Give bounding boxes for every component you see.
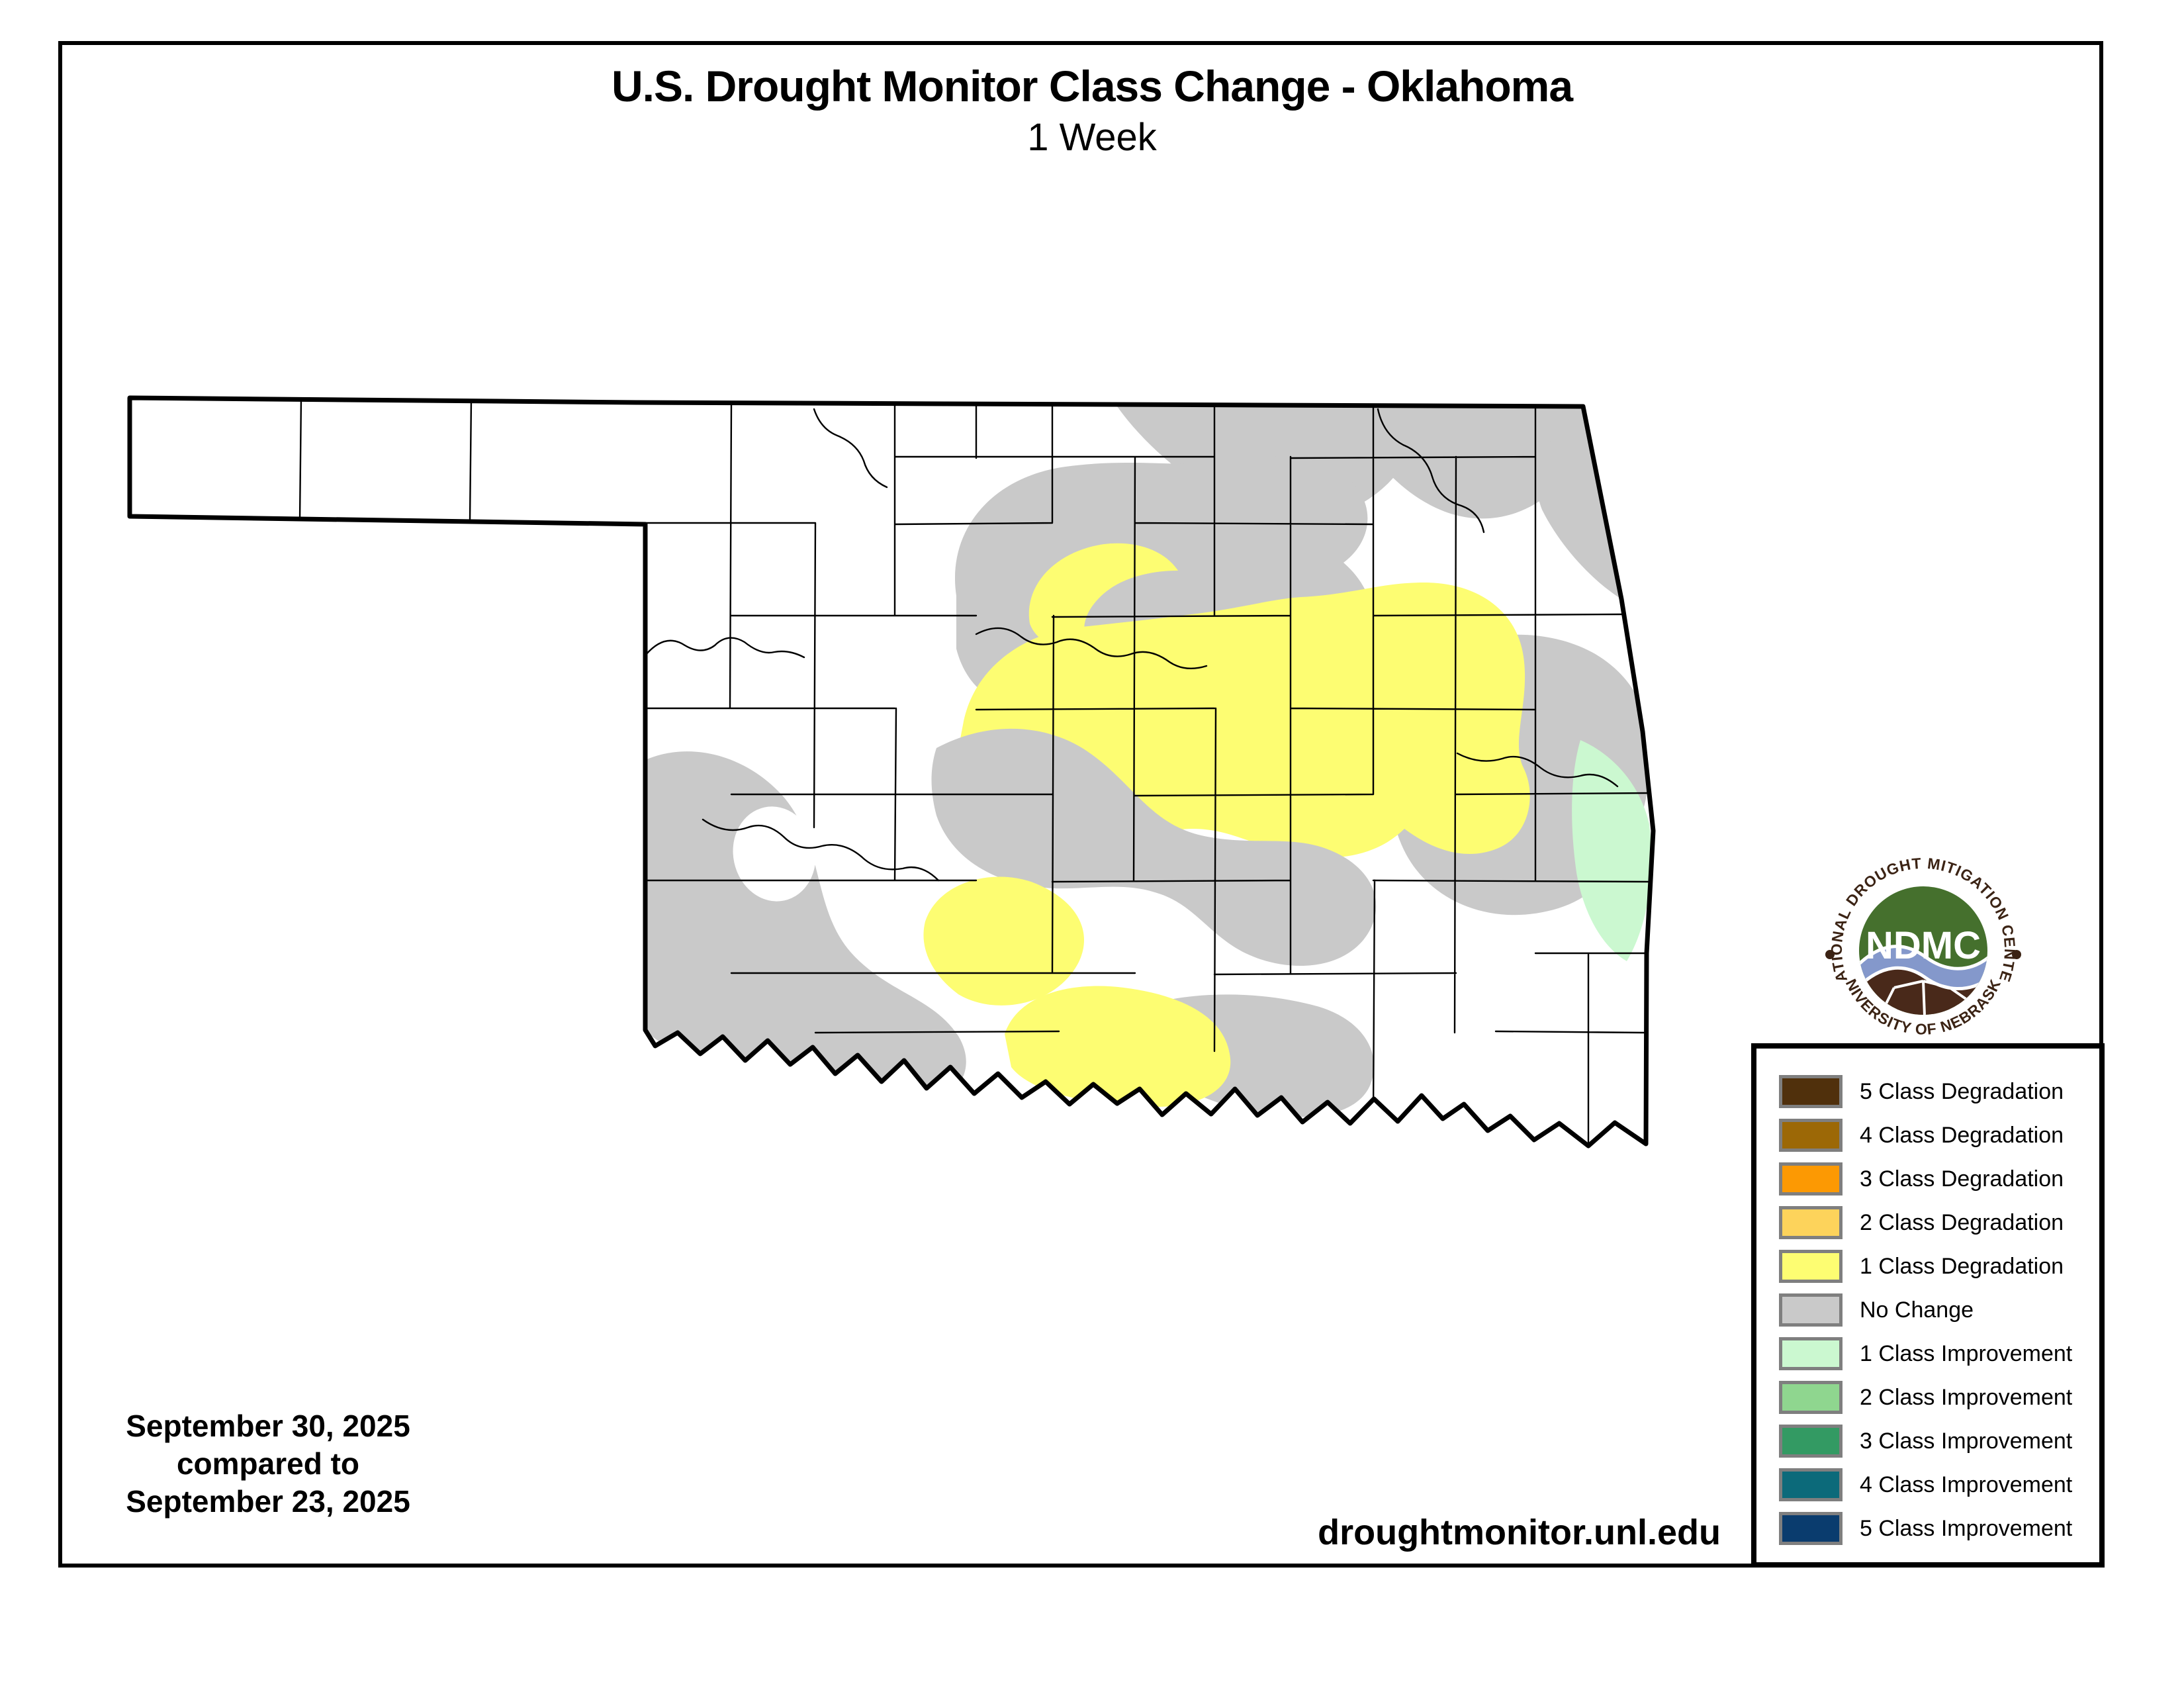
logo-left-dot	[1825, 950, 1835, 959]
legend-swatch	[1779, 1425, 1843, 1458]
date-comparison: September 30, 2025 compared to September…	[93, 1407, 443, 1521]
legend-label: 2 Class Improvement	[1860, 1384, 2073, 1410]
legend-label: 5 Class Improvement	[1860, 1515, 2073, 1541]
date-previous: September 23, 2025	[126, 1484, 410, 1519]
legend-label: 1 Class Degradation	[1860, 1253, 2064, 1279]
state-border	[127, 395, 1656, 1149]
legend-item: 5 Class Degradation	[1779, 1075, 2099, 1108]
logo-earth-cracks	[1880, 980, 1981, 1015]
date-compared-label: compared to	[176, 1446, 360, 1481]
legend-swatch	[1779, 1468, 1843, 1501]
legend-swatch	[1779, 1162, 1843, 1196]
legend: 5 Class Degradation 4 Class Degradation …	[1751, 1043, 2105, 1568]
legend-swatch	[1779, 1250, 1843, 1283]
legend-item: 4 Class Improvement	[1779, 1468, 2099, 1501]
legend-label: No Change	[1860, 1297, 1974, 1323]
legend-item: 2 Class Degradation	[1779, 1206, 2099, 1239]
logo-acronym: NDMC	[1866, 924, 1981, 967]
legend-swatch	[1779, 1512, 1843, 1545]
legend-item: 2 Class Improvement	[1779, 1381, 2099, 1414]
title-block: U.S. Drought Monitor Class Change - Okla…	[0, 61, 2184, 160]
date-current: September 30, 2025	[126, 1409, 410, 1443]
legend-swatch	[1779, 1381, 1843, 1414]
legend-label: 3 Class Degradation	[1860, 1166, 2064, 1192]
improvement1-region	[1572, 740, 1652, 961]
legend-item: 5 Class Improvement	[1779, 1512, 2099, 1545]
no-change-region	[645, 751, 966, 1109]
legend-item: 1 Class Improvement	[1779, 1337, 2099, 1370]
legend-swatch	[1779, 1337, 1843, 1370]
legend-label: 1 Class Improvement	[1860, 1340, 2073, 1366]
degradation1-region	[1005, 986, 1231, 1107]
legend-label: 2 Class Degradation	[1860, 1209, 2064, 1235]
page-title: U.S. Drought Monitor Class Change - Okla…	[611, 62, 1573, 111]
legend-swatch	[1779, 1075, 1843, 1108]
website-link[interactable]: droughtmonitor.unl.edu	[1318, 1513, 1721, 1552]
no-change-region	[1537, 406, 1621, 599]
county-borders	[298, 398, 1652, 1144]
county-river-borders	[644, 408, 1619, 882]
legend-item: 1 Class Degradation	[1779, 1250, 2099, 1283]
degradation1-region	[923, 876, 1084, 1006]
white-gap	[733, 806, 816, 902]
logo-right-dot	[2012, 950, 2021, 959]
legend-swatch	[1779, 1293, 1843, 1327]
page-subtitle: 1 Week	[1027, 116, 1157, 159]
ndmc-logo: NDMC NATIONAL DROUGHT MITIGATION CENTER …	[1817, 845, 2021, 1038]
legend-item: No Change	[1779, 1293, 2099, 1327]
logo-river	[1859, 945, 1987, 994]
legend-item: 3 Class Degradation	[1779, 1162, 2099, 1196]
legend-swatch	[1779, 1206, 1843, 1239]
legend-label: 4 Class Degradation	[1860, 1122, 2064, 1148]
legend-swatch	[1779, 1119, 1843, 1152]
legend-label: 4 Class Improvement	[1860, 1472, 2073, 1497]
degradation1-region	[1028, 543, 1178, 657]
no-change-region	[931, 728, 1377, 966]
legend-item: 4 Class Degradation	[1779, 1119, 2099, 1152]
legend-label: 5 Class Degradation	[1860, 1078, 2064, 1104]
legend-label: 3 Class Improvement	[1860, 1428, 2073, 1454]
legend-item: 3 Class Improvement	[1779, 1425, 2099, 1458]
